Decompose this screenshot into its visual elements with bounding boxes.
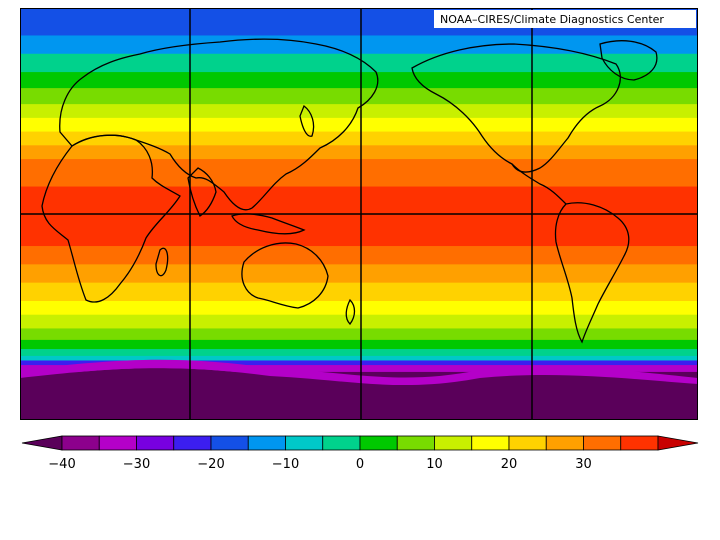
colorbar-tick-label: 0 <box>356 457 364 472</box>
temperature-band <box>20 365 698 373</box>
colorbar-tick-label: −40 <box>48 457 75 472</box>
colorbar-cell <box>583 435 622 451</box>
colorbar-cell <box>434 435 473 451</box>
colorbar-cell <box>210 435 249 451</box>
colorbar-tick-label: 30 <box>575 457 592 472</box>
temperature-band <box>20 328 698 341</box>
colorbar-cell <box>508 435 547 451</box>
temperature-band <box>20 349 698 357</box>
colorbar-cell <box>545 435 584 451</box>
colorbar-tick-label: 20 <box>501 457 518 472</box>
temperature-band <box>20 186 698 248</box>
coast-australia <box>241 242 329 309</box>
colorbar-cell <box>359 435 398 451</box>
coast-indonesia <box>231 213 306 235</box>
temperature-band <box>20 355 698 362</box>
coast-india <box>187 167 217 217</box>
temperature-band <box>20 282 698 302</box>
map-frame <box>20 8 698 420</box>
colorbar-cell <box>285 435 324 451</box>
temperature-colorbar: −40 −30 −20 −10 0 10 20 30 <box>21 435 699 472</box>
temperature-band <box>20 360 698 367</box>
coast-eurasia <box>59 38 379 211</box>
coast-madagascar <box>155 247 169 277</box>
colorbar-cell <box>396 435 435 451</box>
colorbar-tick-label: −20 <box>197 457 224 472</box>
credit-label: NOAA–CIRES/Climate Diagnostics Center <box>440 13 664 26</box>
temperature-band <box>20 246 698 266</box>
colorbar-cell <box>61 435 100 451</box>
colorbar-ticks: −40 −30 −20 −10 0 10 20 30 <box>48 457 591 472</box>
temperature-band <box>20 117 698 133</box>
coast-north-america <box>411 43 621 173</box>
credit-box <box>434 10 696 28</box>
colorbar-cell <box>136 435 175 451</box>
coast-south-america <box>554 202 630 344</box>
temperature-band <box>20 35 698 55</box>
colorbar-cell <box>322 435 361 451</box>
coastlines <box>41 38 658 344</box>
colorbar-cell <box>471 435 510 451</box>
coast-central-america <box>511 163 567 205</box>
grid-lines <box>20 8 698 420</box>
temperature-band <box>20 314 698 330</box>
temperature-band <box>20 104 698 119</box>
temperature-band <box>20 159 698 188</box>
coast-africa <box>41 134 181 303</box>
colorbar-cells <box>21 435 699 451</box>
coast-greenland <box>599 40 658 81</box>
temperature-band <box>20 72 698 90</box>
colorbar-cell <box>173 435 212 451</box>
coast-japan <box>299 104 315 137</box>
temperature-band <box>20 145 698 161</box>
colorbar-arrow-high <box>657 435 699 451</box>
coast-new-zealand <box>345 298 356 325</box>
temperature-band <box>20 339 698 351</box>
colorbar-tick-label: −30 <box>123 457 150 472</box>
colorbar-cell <box>620 435 659 451</box>
colorbar-cell <box>98 435 137 451</box>
temperature-band <box>20 131 698 147</box>
temperature-map: NOAA–CIRES/Climate Diagnostics Center <box>20 8 698 420</box>
temperature-band <box>20 88 698 106</box>
colorbar-tick-label: −10 <box>272 457 299 472</box>
temperature-band <box>20 264 698 284</box>
colorbar-tick-label: 10 <box>426 457 443 472</box>
colorbar-arrow-low <box>21 435 63 451</box>
colorbar-cell <box>247 435 286 451</box>
